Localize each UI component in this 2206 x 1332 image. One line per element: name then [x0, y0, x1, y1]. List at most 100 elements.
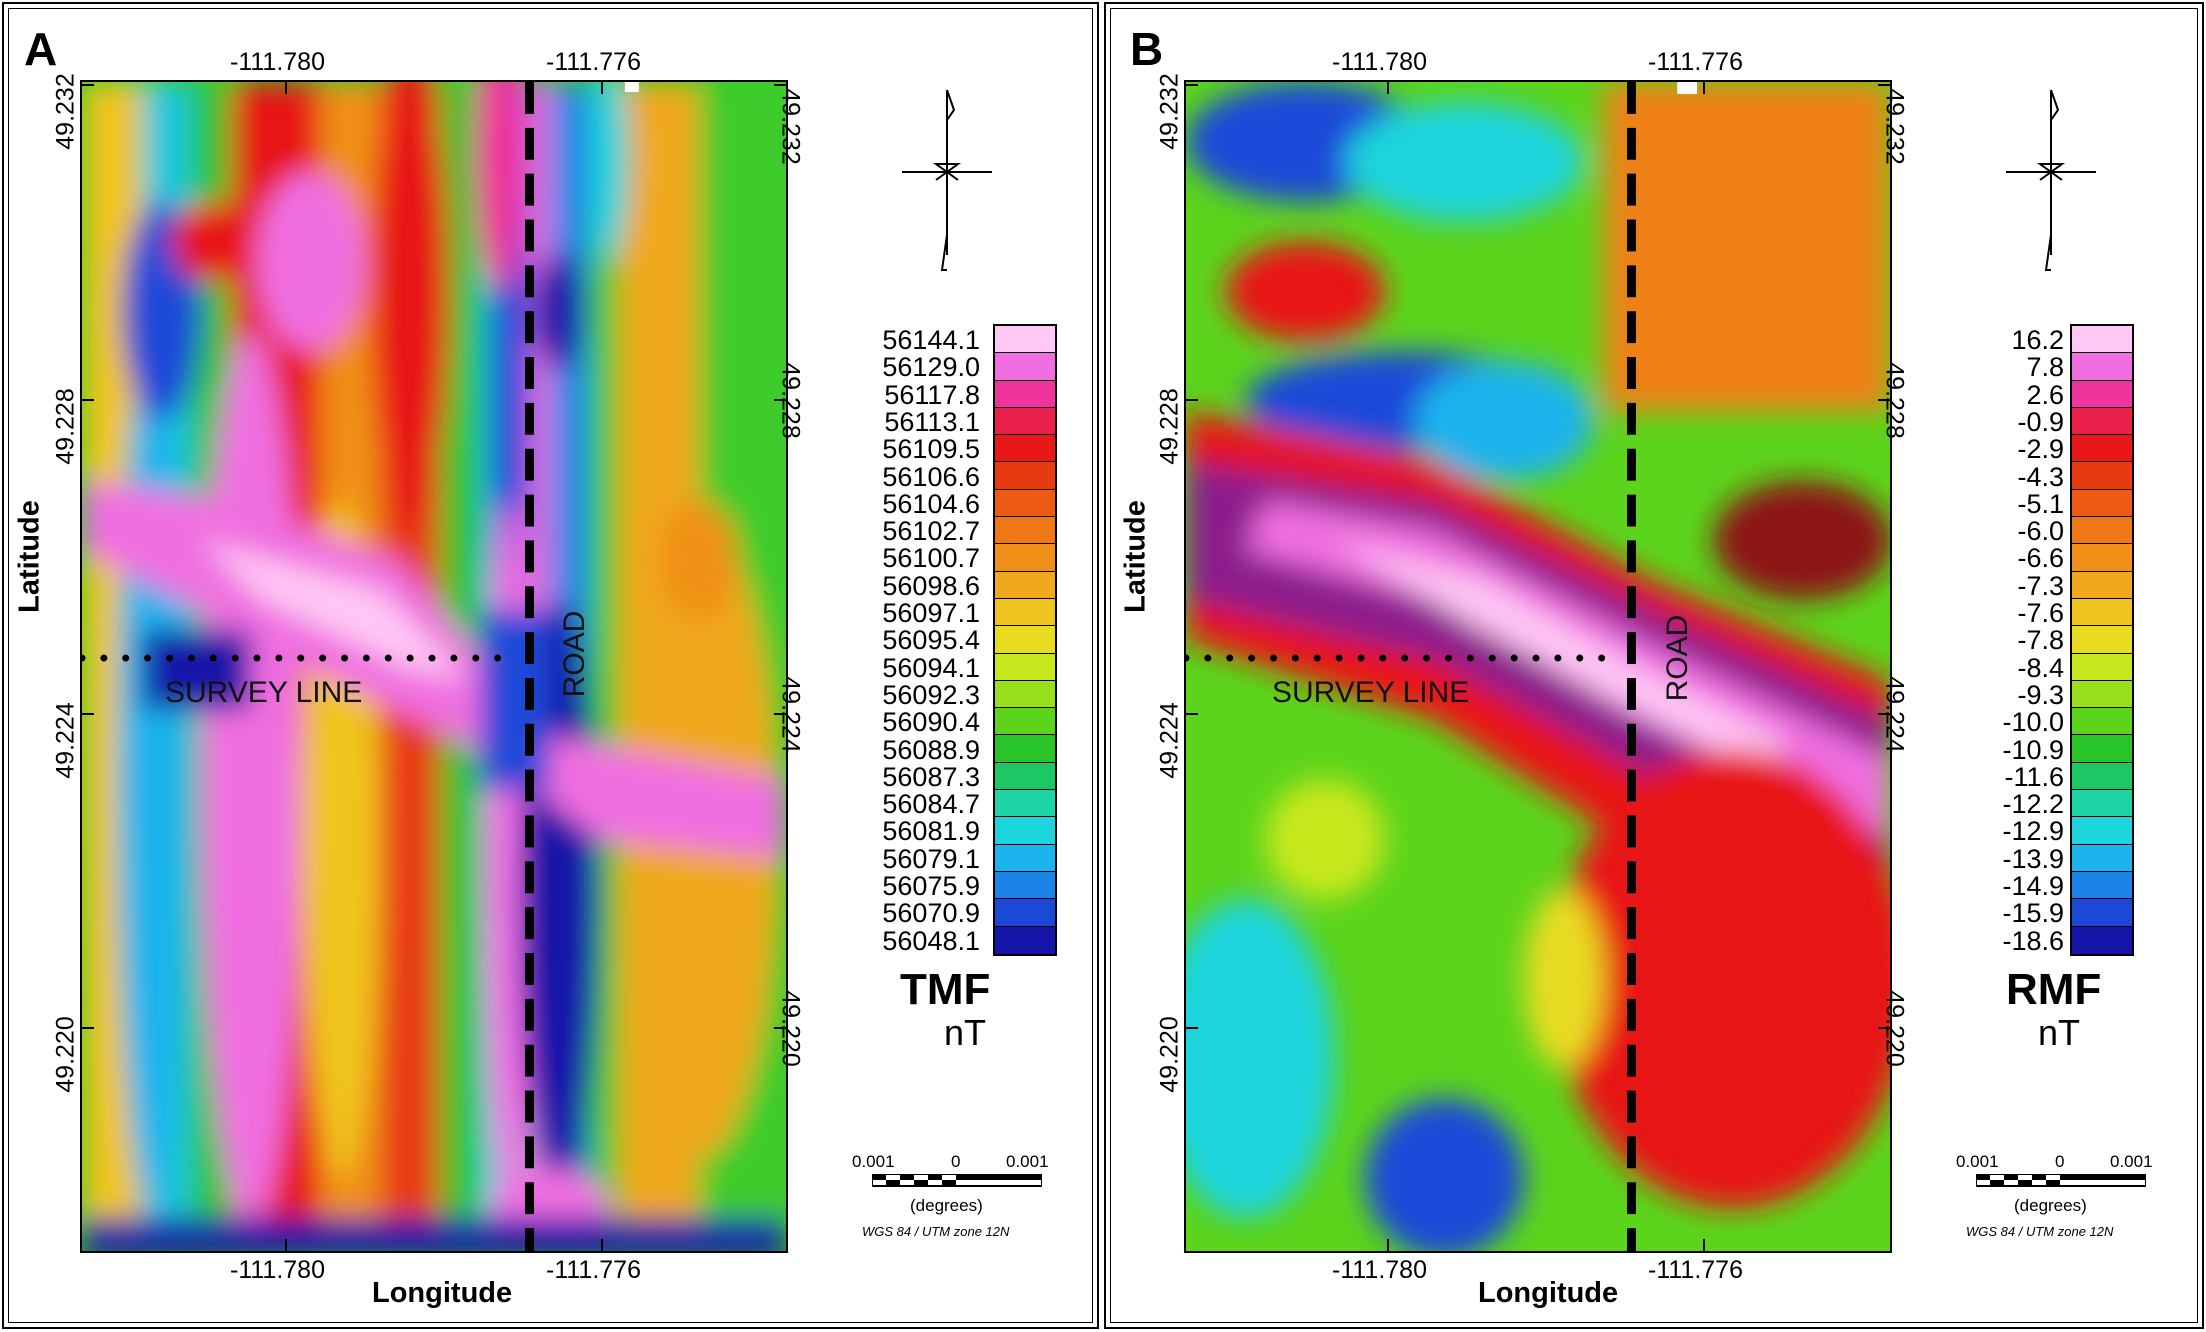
scale-left-label: 0.001	[1956, 1152, 1999, 1171]
anomaly-blob	[171, 201, 252, 282]
left-tick-3	[80, 713, 94, 715]
scale-bar: 0.001 0 0.001 (degrees) WGS 84 / UTM zon…	[852, 1150, 1049, 1240]
legend-unit: nT	[2038, 1012, 2081, 1053]
colorbar-bin	[2072, 762, 2132, 791]
bottom-lon-label-1: -111.780	[1332, 1256, 1427, 1284]
legend-value-label: -9.3	[2017, 679, 2064, 710]
anomaly-low	[479, 610, 550, 790]
left-tick-4	[1184, 1027, 1198, 1029]
right-lat-label-3: 49.224	[1880, 676, 1909, 753]
scale-mid-label: 0	[2055, 1152, 2065, 1171]
tmf-legend-labels: 56144.1 56129.0 56117.8 56113.1 56109.5 56106…	[830, 326, 980, 958]
colorbar-bin	[995, 926, 1055, 954]
top-tick-2	[601, 80, 603, 94]
colorbar-bin	[995, 653, 1055, 681]
figure-frame-right	[1104, 2, 2204, 1329]
anomaly-blob	[1265, 779, 1385, 900]
scale-left-label: 0.001	[852, 1152, 895, 1171]
left-lat-label-2: 49.228	[1155, 388, 1184, 465]
colorbar-bin	[2072, 517, 2132, 545]
rmf-legend-labels: 16.2 7.8 2.6 -0.9 -2.9 -4.3 -5.1 -6.0 -6.6 -7.3 -7…	[1914, 326, 2064, 958]
legend-value-label: 56113.1	[884, 406, 980, 437]
legend-value-label: 56087.3	[882, 761, 980, 792]
left-tick-1	[1184, 84, 1198, 86]
top-lon-label-2: -111.776	[1648, 48, 1743, 76]
y-axis-title: Latitude	[13, 500, 46, 613]
top-lon-label-1: -111.780	[1332, 48, 1427, 76]
legend-value-label: 56106.6	[882, 461, 980, 492]
right-lat-label-4: 49.220	[776, 990, 805, 1067]
legend-value-label: -0.9	[2017, 406, 2064, 437]
legend-value-label: -13.9	[2002, 843, 2064, 874]
colorbar-bin	[2072, 790, 2132, 818]
anomaly-blob	[1225, 241, 1385, 342]
legend-value-label: -6.6	[2017, 543, 2064, 574]
right-tick-3	[774, 713, 788, 715]
anomaly-blob	[589, 82, 629, 262]
right-lat-label-1: 49.232	[1880, 88, 1909, 165]
panel-letter: B	[1130, 23, 1164, 75]
right-tick-2	[1878, 399, 1892, 401]
anomaly-blob	[1365, 1098, 1525, 1251]
right-lat-label-2: 49.228	[776, 362, 805, 439]
scale-crs: WGS 84 / UTM zone 12N	[1966, 1224, 2114, 1239]
anomaly-blob	[1414, 361, 1594, 481]
left-lat-label-3: 49.224	[51, 702, 80, 779]
colorbar-bin	[2072, 899, 2132, 927]
scale-right-label: 0.001	[2110, 1152, 2153, 1171]
top-tick-2	[1703, 80, 1705, 94]
anomaly-peak	[201, 540, 470, 680]
bottom-tick-2	[601, 1239, 603, 1253]
colorbar-bin	[995, 817, 1055, 845]
colorbar-bin	[995, 380, 1055, 408]
colorbar-bin	[995, 708, 1055, 736]
colorbar-bin	[995, 353, 1055, 381]
colorbar-bin	[995, 462, 1055, 490]
scale-checker	[872, 1174, 1042, 1187]
rmf-map	[1184, 80, 1892, 1253]
colorbar-bin	[2072, 407, 2132, 436]
legend-value-label: -6.0	[2017, 516, 2064, 547]
north-arrow-icon	[902, 89, 992, 271]
legend-value-label: 16.2	[2011, 325, 2064, 355]
figure-frame-right-inner	[1110, 8, 2198, 1323]
legend-value-label: -14.9	[2002, 871, 2064, 902]
bottom-tick-1	[1387, 1239, 1389, 1253]
legend-value-label: 56094.1	[882, 652, 980, 683]
colorbar-bin	[2072, 735, 2132, 763]
scale-checker	[1976, 1174, 2146, 1187]
anomaly-blob	[1553, 749, 1890, 1209]
map-notch	[1677, 82, 1698, 94]
colorbar-bin	[2072, 435, 2132, 463]
colorbar-bin	[995, 598, 1055, 627]
figure-frame-left-inner	[8, 8, 1093, 1323]
anomaly-blob	[1345, 101, 1584, 222]
panel-letter: A	[24, 23, 58, 75]
rmf-colorbar	[2070, 324, 2134, 956]
tmf-map	[80, 80, 788, 1253]
map-notch	[624, 82, 639, 92]
colorbar-bin	[995, 762, 1055, 791]
legend-value-label: -10.0	[2002, 707, 2064, 738]
legend-value-label: 56104.6	[882, 488, 980, 519]
colorbar-bin	[2072, 544, 2132, 572]
legend-unit: nT	[944, 1012, 987, 1053]
colorbar-bin	[995, 680, 1055, 709]
scale-units: (degrees)	[2014, 1196, 2087, 1215]
colorbar-bin	[2072, 653, 2132, 681]
anomaly-field	[82, 82, 786, 1251]
top-tick-1	[1387, 80, 1389, 94]
north-arrow-icon	[2006, 89, 2096, 271]
legend-value-label: 56081.9	[882, 816, 980, 847]
legend-value-label: -5.1	[2017, 488, 2064, 519]
colorbar-bin	[995, 326, 1055, 354]
colorbar-bin	[2072, 489, 2132, 518]
bottom-tick-1	[285, 1239, 287, 1253]
legend-value-label: 56088.9	[882, 734, 980, 765]
scale-units: (degrees)	[910, 1196, 983, 1215]
legend-value-label: 7.8	[2026, 352, 2064, 383]
tmf-colorbar	[993, 324, 1057, 956]
right-lat-label-1: 49.232	[776, 88, 805, 165]
left-lat-label-1: 49.232	[51, 73, 80, 150]
scale-mid-label: 0	[951, 1152, 961, 1171]
